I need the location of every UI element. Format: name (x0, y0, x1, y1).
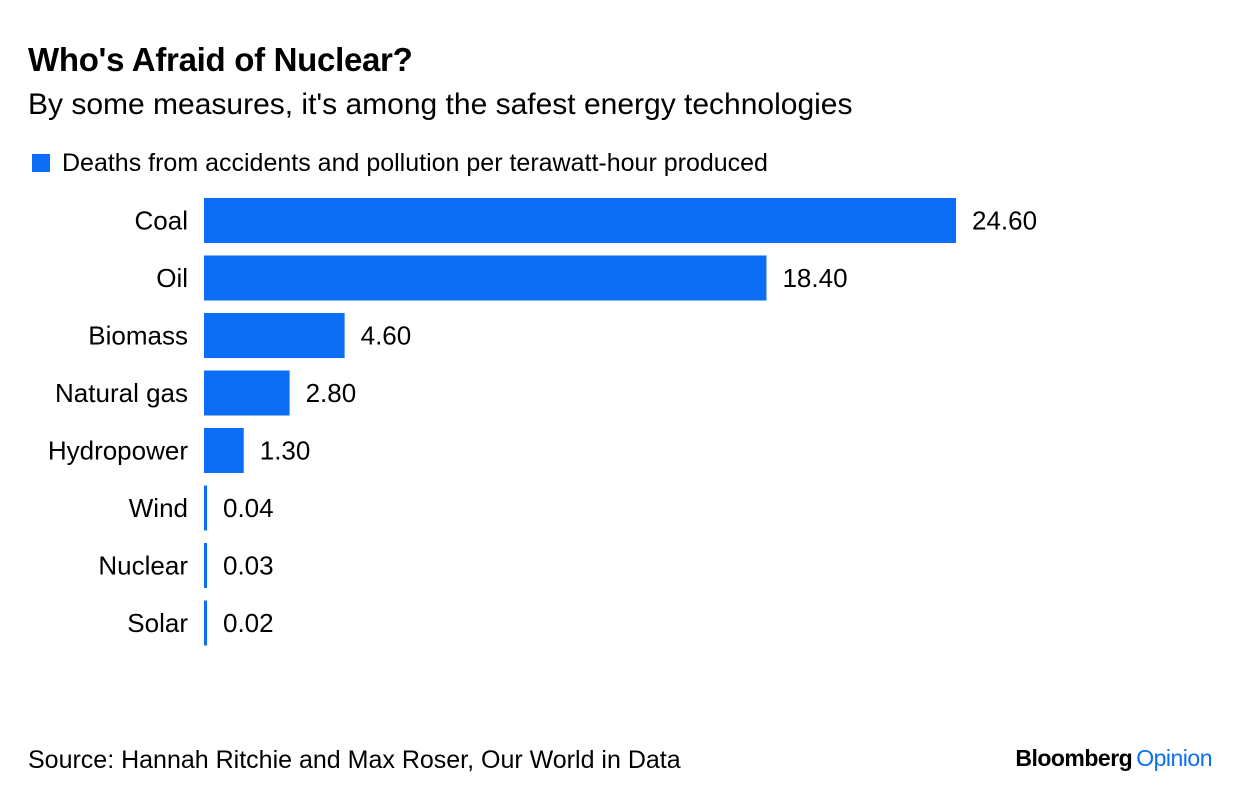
value-label: 0.04 (223, 493, 274, 523)
brand-accent: Opinion (1136, 745, 1212, 771)
legend-label: Deaths from accidents and pollution per … (62, 149, 768, 177)
chart-title: Who's Afraid of Nuclear? (28, 41, 413, 78)
source-note: Source: Hannah Ritchie and Max Roser, Ou… (28, 746, 681, 774)
value-label: 2.80 (306, 378, 357, 408)
category-label: Biomass (88, 321, 188, 351)
bar (204, 428, 244, 473)
bar (204, 600, 207, 646)
category-label: Natural gas (55, 378, 188, 408)
category-label: Oil (156, 263, 188, 293)
legend: Deaths from accidents and pollution per … (32, 148, 768, 178)
category-label: Solar (127, 608, 188, 638)
value-label: 24.60 (972, 206, 1037, 236)
value-label: 1.30 (260, 436, 311, 466)
bar (204, 198, 956, 243)
legend-swatch (32, 154, 50, 172)
category-label: Coal (135, 206, 188, 236)
bar (204, 543, 207, 588)
category-label: Wind (129, 493, 188, 523)
bar (204, 370, 290, 416)
category-label: Nuclear (98, 551, 188, 581)
bar (204, 255, 767, 301)
chart-subtitle: By some measures, it's among the safest … (28, 88, 853, 121)
value-label: 0.02 (223, 608, 274, 638)
value-label: 18.40 (782, 263, 847, 293)
bar (204, 485, 207, 531)
bar (204, 313, 345, 358)
category-label: Hydropower (48, 436, 189, 466)
brand-main: Bloomberg (1015, 745, 1133, 771)
brand-logo: Bloomberg Opinion (1015, 742, 1212, 774)
value-label: 0.03 (223, 551, 274, 581)
value-label: 4.60 (361, 321, 412, 351)
